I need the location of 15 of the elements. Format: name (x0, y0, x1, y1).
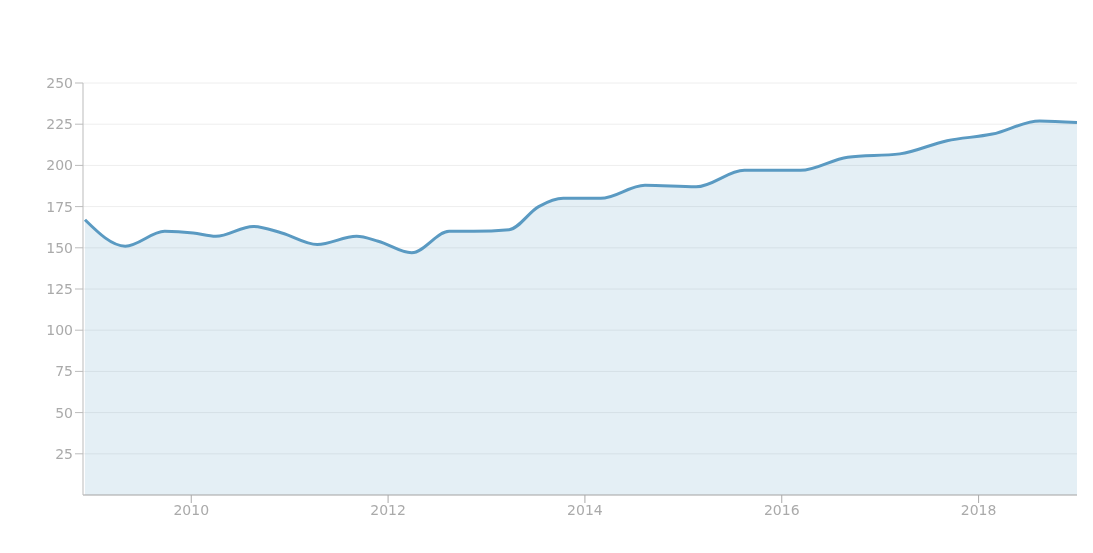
y-tick-label: 175 (46, 198, 73, 215)
y-tick-label: 125 (46, 280, 73, 297)
y-tick-label: 150 (46, 239, 73, 256)
x-tick-label: 2010 (173, 501, 210, 518)
y-tick-label: 25 (55, 445, 73, 462)
y-tick-label: 50 (55, 404, 73, 421)
x-tick-label: 2012 (370, 501, 406, 518)
y-tick-label: 75 (55, 363, 73, 380)
x-tick-label: 2018 (960, 501, 997, 518)
y-tick-label: 100 (46, 322, 73, 339)
x-tick-label: 2014 (567, 501, 603, 518)
y-tick-label: 225 (46, 116, 73, 133)
y-tick-label: 250 (46, 74, 73, 91)
y-tick-label: 200 (46, 157, 73, 174)
x-tick-label: 2016 (763, 501, 800, 518)
